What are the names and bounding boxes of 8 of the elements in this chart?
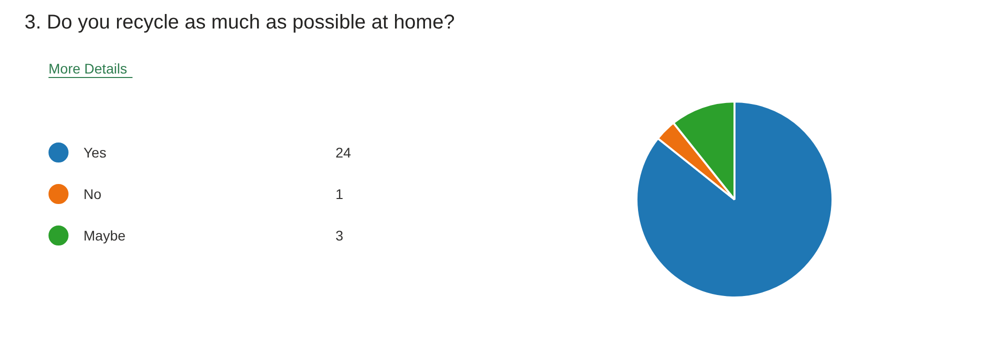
legend-label: No [84, 186, 102, 202]
chart-title: 3. Do you recycle as much as possible at home? [24, 12, 455, 34]
text: More Details [48, 60, 128, 76]
data-label: 24 [336, 144, 352, 160]
data-label: 1 [336, 186, 344, 202]
data-label: 3 [336, 228, 344, 244]
legend-label: Maybe [84, 228, 126, 244]
legend-label: Yes [84, 144, 106, 160]
